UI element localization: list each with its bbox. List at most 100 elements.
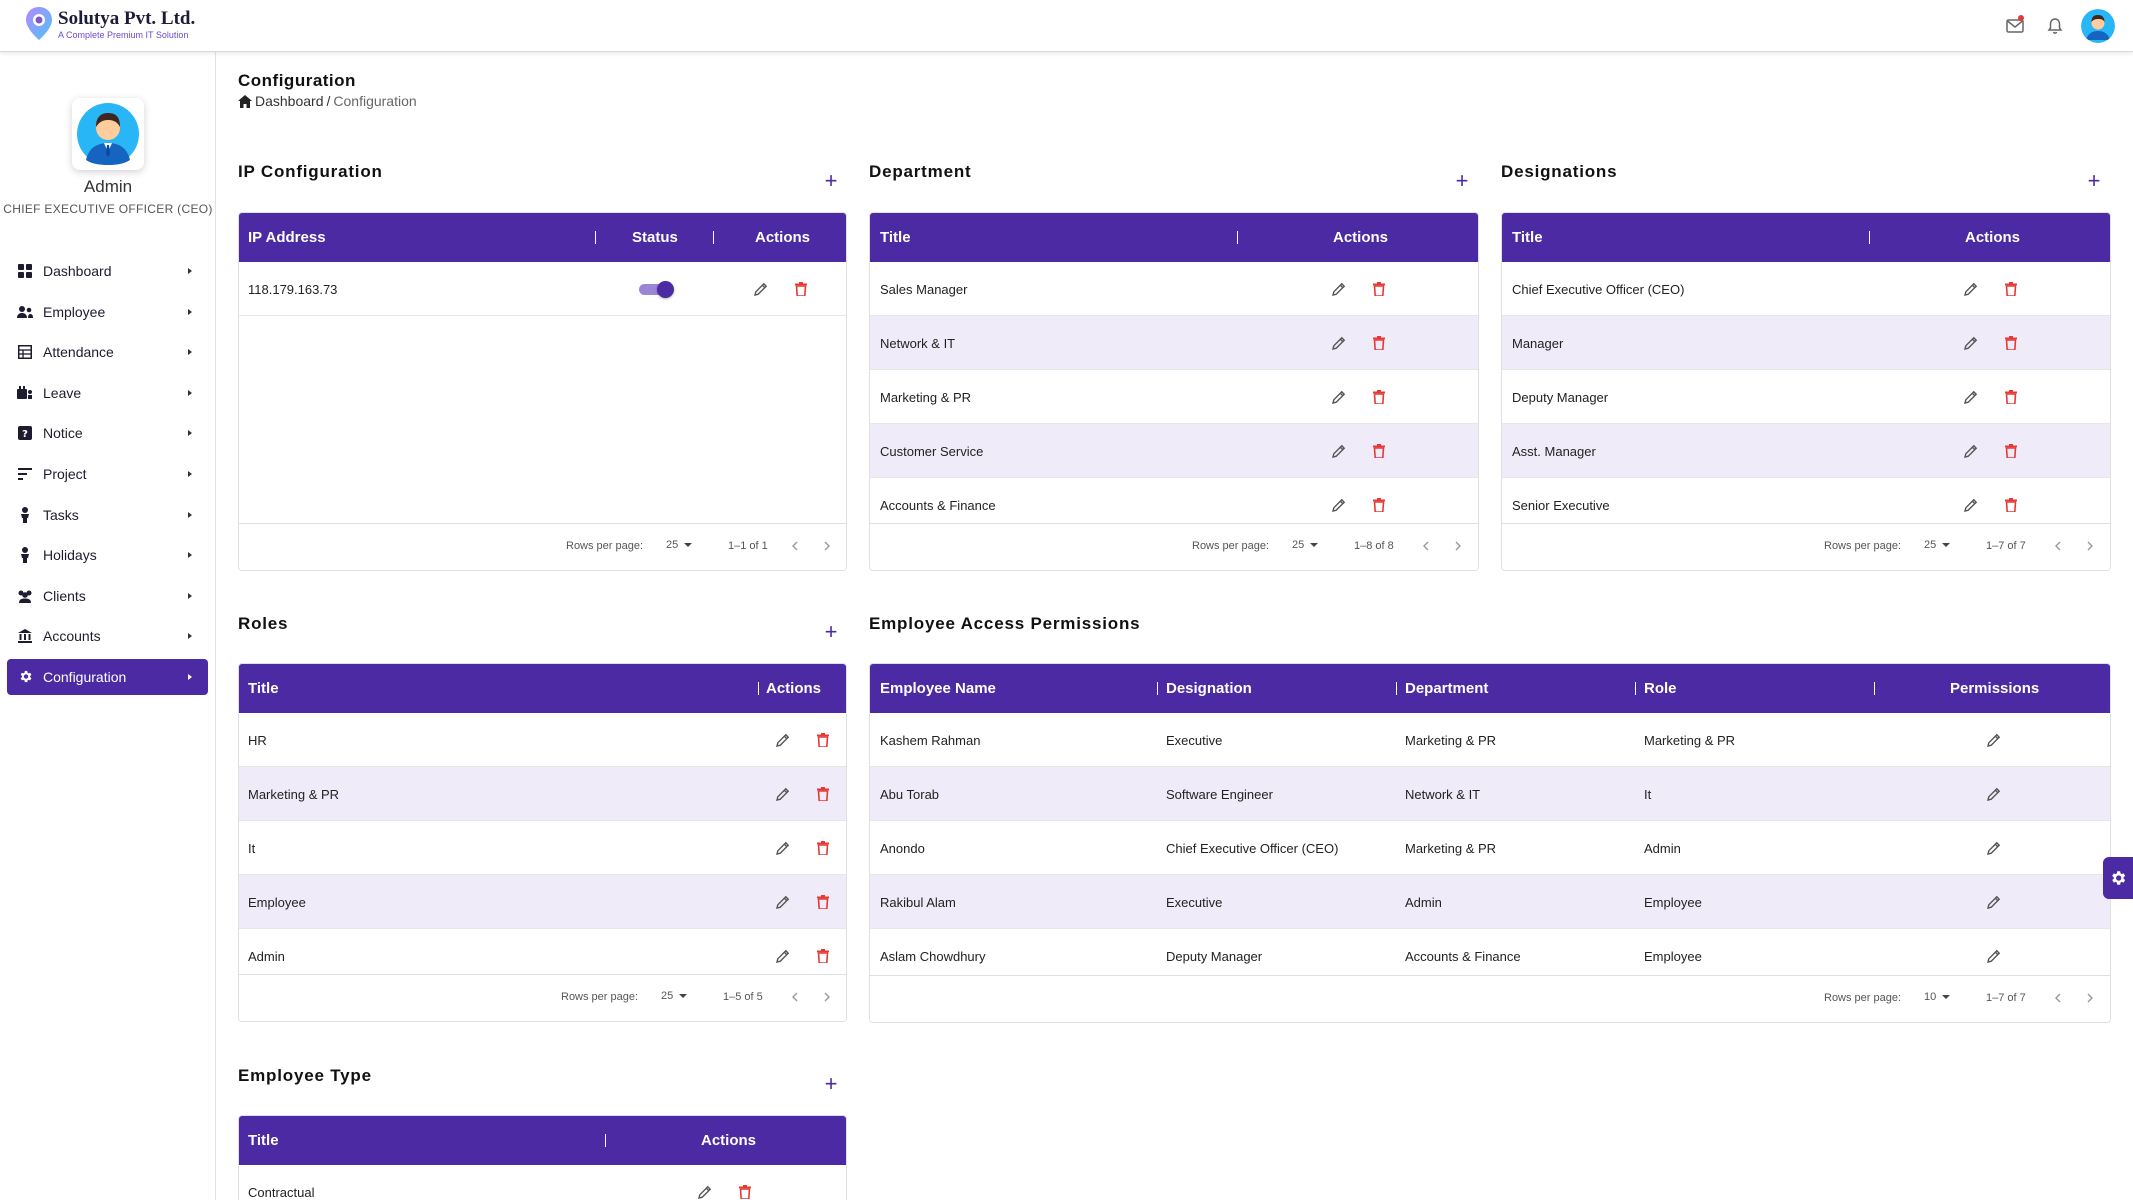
add-employee-type-button[interactable]: +: [819, 1072, 843, 1096]
column-header[interactable]: Designation: [1166, 680, 1252, 697]
edit-button[interactable]: [1962, 496, 1980, 514]
edit-button[interactable]: [774, 893, 792, 911]
column-header[interactable]: Title: [248, 1132, 279, 1149]
prev-page-button[interactable]: [787, 989, 803, 1005]
brand-logo[interactable]: Solutya Pvt. Ltd. A Complete Premium IT …: [22, 4, 217, 48]
add-designation-button[interactable]: +: [2082, 169, 2106, 193]
column-header[interactable]: Title: [880, 229, 911, 246]
brand-name: Solutya Pvt. Ltd.: [58, 8, 196, 29]
delete-button[interactable]: [1370, 442, 1388, 460]
delete-button[interactable]: [814, 785, 832, 803]
column-header[interactable]: Role: [1644, 680, 1677, 697]
employee-type-table: Title Actions Contractual: [238, 1115, 847, 1200]
sidebar-item-dashboard[interactable]: Dashboard: [7, 253, 208, 289]
delete-button[interactable]: [1370, 280, 1388, 298]
status-toggle[interactable]: [639, 281, 674, 298]
edit-permissions-button[interactable]: [1985, 839, 2003, 857]
edit-button[interactable]: [1330, 388, 1348, 406]
title-cell: Sales Manager: [880, 281, 968, 297]
role-cell: Employee: [1644, 948, 1702, 964]
prev-page-button[interactable]: [2050, 538, 2066, 554]
delete-button[interactable]: [814, 731, 832, 749]
edit-button[interactable]: [774, 731, 792, 749]
mail-button[interactable]: [1995, 6, 2035, 46]
rows-per-page-value: 10: [1924, 991, 1937, 1003]
breadcrumb-home-link[interactable]: Dashboard: [255, 93, 324, 109]
edit-button[interactable]: [696, 1183, 714, 1200]
sidebar-item-holidays[interactable]: Holidays: [7, 537, 208, 573]
delete-button[interactable]: [736, 1183, 754, 1200]
delete-button[interactable]: [792, 280, 810, 298]
rows-per-page-select[interactable]: 25: [661, 990, 688, 1002]
edit-permissions-button[interactable]: [1985, 947, 2003, 965]
delete-button[interactable]: [1370, 388, 1388, 406]
sidebar-item-accounts[interactable]: Accounts: [7, 618, 208, 654]
edit-permissions-button[interactable]: [1985, 785, 2003, 803]
edit-button[interactable]: [774, 785, 792, 803]
trash-icon: [2005, 390, 2017, 404]
edit-permissions-button[interactable]: [1985, 731, 2003, 749]
column-header[interactable]: IP Address: [248, 229, 326, 246]
delete-button[interactable]: [2002, 442, 2020, 460]
prev-page-button[interactable]: [2050, 990, 2066, 1006]
delete-button[interactable]: [814, 893, 832, 911]
add-ip-button[interactable]: +: [819, 169, 843, 193]
edit-button[interactable]: [1962, 388, 1980, 406]
employee-name-cell: Aslam Chowdhury: [880, 948, 986, 964]
delete-button[interactable]: [2002, 388, 2020, 406]
edit-button[interactable]: [1962, 280, 1980, 298]
delete-button[interactable]: [1370, 496, 1388, 514]
sidebar-item-configuration[interactable]: Configuration: [7, 658, 208, 695]
role-cell: Employee: [1644, 894, 1702, 910]
column-header[interactable]: Employee Name: [880, 680, 996, 697]
settings-drawer-button[interactable]: [2103, 857, 2133, 899]
rows-per-page-select[interactable]: 25: [666, 539, 693, 551]
edit-button[interactable]: [752, 280, 770, 298]
add-department-button[interactable]: +: [1450, 169, 1474, 193]
rows-per-page-select[interactable]: 25: [1924, 539, 1951, 551]
role-cell: Marketing & PR: [1644, 732, 1736, 748]
delete-button[interactable]: [814, 839, 832, 857]
add-role-button[interactable]: +: [819, 620, 843, 644]
sidebar-item-tasks[interactable]: Tasks: [7, 497, 208, 533]
user-avatar-button[interactable]: [2081, 9, 2115, 43]
edit-button[interactable]: [1330, 334, 1348, 352]
delete-button[interactable]: [2002, 280, 2020, 298]
next-page-button[interactable]: [2082, 538, 2098, 554]
next-page-button[interactable]: [819, 989, 835, 1005]
notification-button[interactable]: [2035, 6, 2075, 46]
edit-button[interactable]: [1962, 442, 1980, 460]
edit-button[interactable]: [1330, 442, 1348, 460]
prev-page-button[interactable]: [1418, 538, 1434, 554]
dropdown-icon: [1942, 543, 1951, 547]
delete-button[interactable]: [1370, 334, 1388, 352]
rows-per-page-select[interactable]: 25: [1292, 539, 1319, 551]
edit-permissions-button[interactable]: [1985, 893, 2003, 911]
sidebar-item-attendance[interactable]: Attendance: [7, 334, 208, 370]
delete-button[interactable]: [814, 947, 832, 965]
edit-button[interactable]: [774, 839, 792, 857]
prev-page-button[interactable]: [787, 538, 803, 554]
edit-button[interactable]: [774, 947, 792, 965]
edit-button[interactable]: [1962, 334, 1980, 352]
delete-button[interactable]: [2002, 334, 2020, 352]
column-header[interactable]: Title: [1512, 229, 1543, 246]
column-header[interactable]: Department: [1405, 680, 1489, 697]
delete-button[interactable]: [2002, 496, 2020, 514]
sidebar-item-employee[interactable]: Employee: [7, 294, 208, 330]
pencil-icon: [776, 841, 790, 855]
edit-button[interactable]: [1330, 496, 1348, 514]
sidebar-item-project[interactable]: Project: [7, 456, 208, 492]
column-header[interactable]: Status: [632, 229, 678, 246]
sidebar-item-leave[interactable]: Leave: [7, 375, 208, 411]
next-page-button[interactable]: [819, 538, 835, 554]
edit-button[interactable]: [1330, 280, 1348, 298]
table-row: Marketing & PR: [239, 767, 846, 821]
sidebar-item-notice[interactable]: ? Notice: [7, 415, 208, 451]
next-page-button[interactable]: [2082, 990, 2098, 1006]
sidebar-item-clients[interactable]: Clients: [7, 578, 208, 614]
rows-per-page-select[interactable]: 10: [1924, 991, 1951, 1003]
column-header[interactable]: Title: [248, 680, 279, 697]
profile-avatar[interactable]: [72, 98, 144, 170]
next-page-button[interactable]: [1450, 538, 1466, 554]
